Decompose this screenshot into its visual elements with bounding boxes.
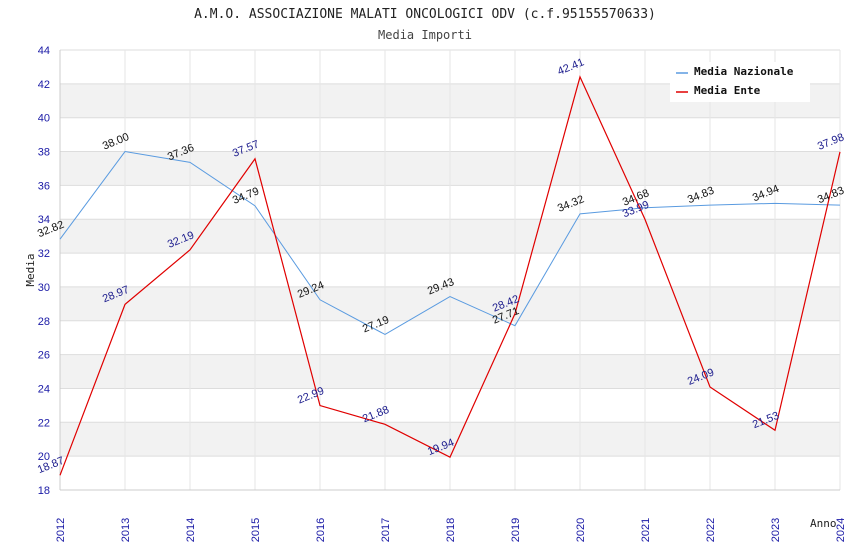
y-tick-label: 30 [38, 282, 50, 294]
y-tick-label: 36 [38, 180, 50, 192]
y-tick-label: 42 [38, 79, 50, 91]
x-tick-label: 2022 [705, 518, 717, 542]
y-tick-label: 24 [38, 383, 50, 395]
data-labels: 32.8238.0037.3634.7929.2427.1929.4327.71… [36, 56, 846, 476]
x-tick-label: 2017 [380, 518, 392, 542]
x-tick-label: 2024 [835, 518, 847, 542]
x-axis-ticks: 2012 2013 2014 2015 2016 2017 2018 2019 2020 2021… [55, 518, 847, 542]
data-label-media-ente: 37.98 [816, 131, 846, 152]
x-tick-label: 2019 [510, 518, 522, 542]
data-label-media-ente: 42.41 [556, 56, 586, 77]
legend-label-media-ente: Media Ente [694, 84, 761, 97]
x-tick-label: 2021 [640, 518, 652, 542]
chart-subtitle: Media Importi [378, 28, 472, 42]
y-axis-label: Media [24, 253, 37, 286]
legend-box [670, 62, 810, 102]
series-lines [59, 75, 841, 476]
series-line-media-ente [59, 75, 841, 476]
y-tick-label: 40 [38, 113, 50, 125]
x-tick-label: 2020 [575, 518, 587, 542]
data-label-media-nazionale: 34.32 [556, 193, 586, 214]
data-label-media-nazionale: 34.79 [231, 185, 261, 206]
data-label-media-nazionale: 38.00 [101, 131, 131, 152]
y-tick-label: 44 [38, 45, 50, 57]
x-tick-label: 2015 [250, 518, 262, 542]
y-tick-label: 20 [38, 451, 50, 463]
y-tick-label: 26 [38, 350, 50, 362]
axes [59, 50, 840, 491]
y-tick-label: 28 [38, 316, 50, 328]
x-tick-label: 2013 [120, 518, 132, 542]
y-axis-ticks: 18 20 22 24 26 28 30 32 34 36 38 40 42 44 [38, 45, 50, 497]
x-tick-label: 2014 [185, 518, 197, 542]
x-tick-label: 2012 [55, 518, 67, 542]
gridlines [59, 49, 841, 491]
chart-title: A.M.O. ASSOCIAZIONE MALATI ONCOLOGICI OD… [194, 7, 656, 22]
y-tick-label: 34 [38, 214, 50, 226]
series-line-media-nazionale [59, 150, 841, 336]
x-tick-label: 2018 [445, 518, 457, 542]
x-tick-label: 2016 [315, 518, 327, 542]
data-label-media-nazionale: 34.83 [816, 185, 846, 206]
y-tick-label: 22 [38, 417, 50, 429]
x-tick-label: 2023 [770, 518, 782, 542]
y-tick-label: 18 [38, 485, 50, 497]
legend: Media Nazionale Media Ente [670, 62, 810, 102]
x-axis-label: Anno [810, 517, 837, 530]
data-label-media-nazionale: 34.94 [751, 183, 781, 204]
y-tick-label: 32 [38, 248, 50, 260]
data-label-media-nazionale: 34.83 [686, 185, 716, 206]
y-tick-label: 38 [38, 147, 50, 159]
legend-label-media-nazionale: Media Nazionale [694, 65, 794, 78]
